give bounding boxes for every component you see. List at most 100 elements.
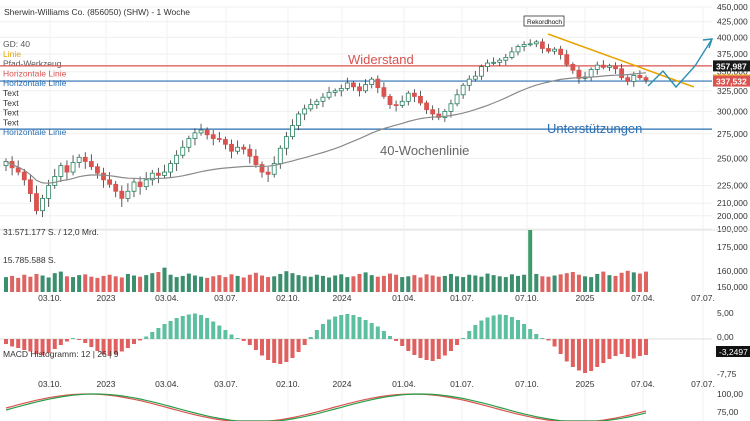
volume-bar xyxy=(241,277,246,292)
time-tick-label: 07.10. xyxy=(515,293,539,303)
candle-body xyxy=(235,146,241,152)
candle-body xyxy=(64,165,70,173)
macd-bar xyxy=(278,339,283,364)
macd-bar xyxy=(113,339,118,354)
volume-bar xyxy=(101,275,106,292)
macd-bar xyxy=(497,314,502,339)
volume-tick-label: 175,000 xyxy=(717,242,748,252)
moving-average-40-line xyxy=(5,72,647,184)
candle-body xyxy=(125,190,131,199)
macd-bar xyxy=(625,339,630,357)
candle-body xyxy=(600,64,606,68)
volume-bar xyxy=(375,276,380,292)
macd-bar xyxy=(412,339,417,355)
volume-bar xyxy=(284,271,289,292)
volume-bar xyxy=(260,275,264,292)
volume-bar xyxy=(192,275,197,292)
stochastic-tick-label: 75,00 xyxy=(717,407,739,417)
candle-body xyxy=(619,68,625,79)
candle-body xyxy=(546,48,551,52)
macd-bar xyxy=(229,334,234,339)
trend-line[interactable] xyxy=(547,33,695,88)
macd-bar xyxy=(253,339,258,350)
candle-body xyxy=(265,171,271,175)
macd-bar xyxy=(138,339,143,341)
volume-bar xyxy=(388,273,392,292)
legend-item[interactable]: Pfad-Werkzeug xyxy=(3,59,62,69)
unterstuetzungen-label: Unterstützungen xyxy=(547,121,642,136)
price-tick-label: 450,000 xyxy=(717,2,748,12)
legend-item[interactable]: Text xyxy=(3,88,19,98)
macd-bar xyxy=(4,339,8,344)
volume-bar xyxy=(467,274,472,292)
legend-item[interactable]: Horizontale Linie xyxy=(3,78,67,88)
stochastic-tick-label: 100,00 xyxy=(717,389,743,399)
volume-bar xyxy=(211,276,216,292)
candle-body xyxy=(40,197,45,212)
time-tick-label: 2023 xyxy=(97,379,116,389)
candle-body xyxy=(497,59,503,63)
candle-body xyxy=(149,172,155,181)
volume-bar xyxy=(424,274,429,292)
candle-body xyxy=(381,87,387,97)
price-tick-label: 300,000 xyxy=(717,106,748,116)
macd-bar xyxy=(436,339,441,359)
candle-body xyxy=(533,41,539,45)
volume-bar xyxy=(113,276,118,292)
volume-bar xyxy=(71,277,76,292)
volume-bar xyxy=(28,276,33,292)
volume-bar xyxy=(138,276,143,292)
legend-item[interactable]: Text xyxy=(3,117,19,127)
legend-item[interactable]: Horizontale Linie xyxy=(3,127,67,137)
macd-bar xyxy=(16,339,21,348)
time-axis-lower: 03.10. 2023 03.04. 03.07. 02.10. 2024 01.04. 01… xyxy=(38,379,715,389)
macd-bar xyxy=(211,321,216,339)
volume-bar xyxy=(58,271,63,292)
volume-tick-label: 160,000 xyxy=(717,266,748,276)
time-tick-label: 07.07. xyxy=(691,293,715,303)
legend-item[interactable]: Horizontale Linie xyxy=(3,68,67,78)
candle-body xyxy=(527,43,533,46)
candle-body xyxy=(277,147,283,164)
volume-bar xyxy=(52,273,57,292)
path-tool-line[interactable] xyxy=(647,38,713,89)
volume-bar xyxy=(564,273,569,292)
candle-body xyxy=(558,48,564,56)
legend-item[interactable]: Text xyxy=(3,98,19,108)
legend-item[interactable]: Linie xyxy=(3,49,21,59)
time-tick-label: 01.04. xyxy=(392,379,416,389)
macd-bar xyxy=(424,339,429,360)
macd-bar xyxy=(52,339,57,349)
candle-body xyxy=(442,110,448,118)
volume-bar xyxy=(570,271,575,292)
volume-bar xyxy=(229,274,234,292)
price-tick-label: 400,000 xyxy=(717,32,748,42)
time-axis-upper: 03.10. 2023 03.04. 03.07. 02.10. 2024 01.04. 01… xyxy=(38,293,715,303)
volume-bar xyxy=(320,275,325,292)
volume-bar xyxy=(327,277,332,292)
candle-body xyxy=(503,56,509,61)
volume-mid-label: 15.785.588 S. xyxy=(3,255,56,265)
macd-bar xyxy=(388,336,392,339)
candle-body xyxy=(21,171,27,181)
volume-bar xyxy=(509,274,514,292)
macd-bar xyxy=(186,314,191,339)
macd-value-badge xyxy=(716,346,750,357)
macd-bar xyxy=(400,339,405,346)
macd-bar xyxy=(150,332,155,339)
legend-item[interactable]: Text xyxy=(3,108,19,118)
macd-tick-label: 5,00 xyxy=(717,308,734,318)
price-tick-label: 190,000 xyxy=(717,224,748,234)
macd-bar xyxy=(363,320,368,339)
volume-bar xyxy=(522,274,527,292)
legend-item[interactable]: GD: 40 xyxy=(3,39,30,49)
volume-bar xyxy=(302,276,307,292)
volume-bar xyxy=(430,275,435,292)
candle-body xyxy=(131,181,137,192)
candle-body xyxy=(180,146,186,156)
macd-bar xyxy=(339,315,344,339)
candle-body xyxy=(369,78,375,85)
volume-bar xyxy=(631,272,636,292)
volume-bar xyxy=(345,277,350,292)
